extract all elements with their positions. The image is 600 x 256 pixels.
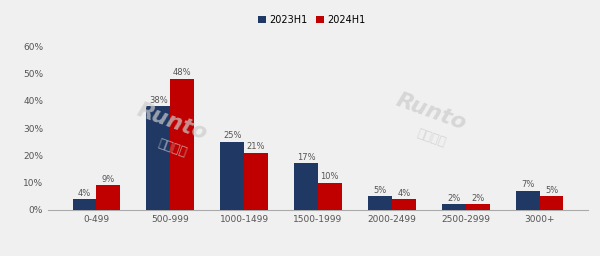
Text: 38%: 38% [149,96,167,105]
Text: 25%: 25% [223,131,241,140]
Text: 17%: 17% [297,153,316,162]
Bar [220,142,244,210]
Bar [96,185,120,210]
Bar [244,153,268,210]
Text: 21%: 21% [247,142,265,151]
Bar [442,205,466,210]
Bar [392,199,416,210]
Text: 10%: 10% [320,172,339,181]
Text: 5%: 5% [373,186,387,195]
Text: 5%: 5% [545,186,558,195]
Bar [295,164,318,210]
Text: 7%: 7% [521,180,535,189]
Text: 48%: 48% [173,69,191,78]
Bar [540,196,563,210]
Bar [170,79,194,210]
Text: 洛图科技: 洛图科技 [415,127,448,149]
Legend: 2023H1, 2024H1: 2023H1, 2024H1 [258,15,365,25]
Text: 9%: 9% [101,175,115,184]
Text: 2%: 2% [448,194,461,203]
Text: 4%: 4% [78,189,91,198]
Text: 2%: 2% [471,194,484,203]
Text: 4%: 4% [397,189,410,198]
Text: Runto: Runto [394,90,469,134]
Bar [516,191,540,210]
Text: 洛图科技: 洛图科技 [156,136,188,159]
Bar [368,196,392,210]
Bar [146,106,170,210]
Text: Runto: Runto [134,100,210,143]
Bar [73,199,96,210]
Bar [318,183,341,210]
Bar [466,205,490,210]
